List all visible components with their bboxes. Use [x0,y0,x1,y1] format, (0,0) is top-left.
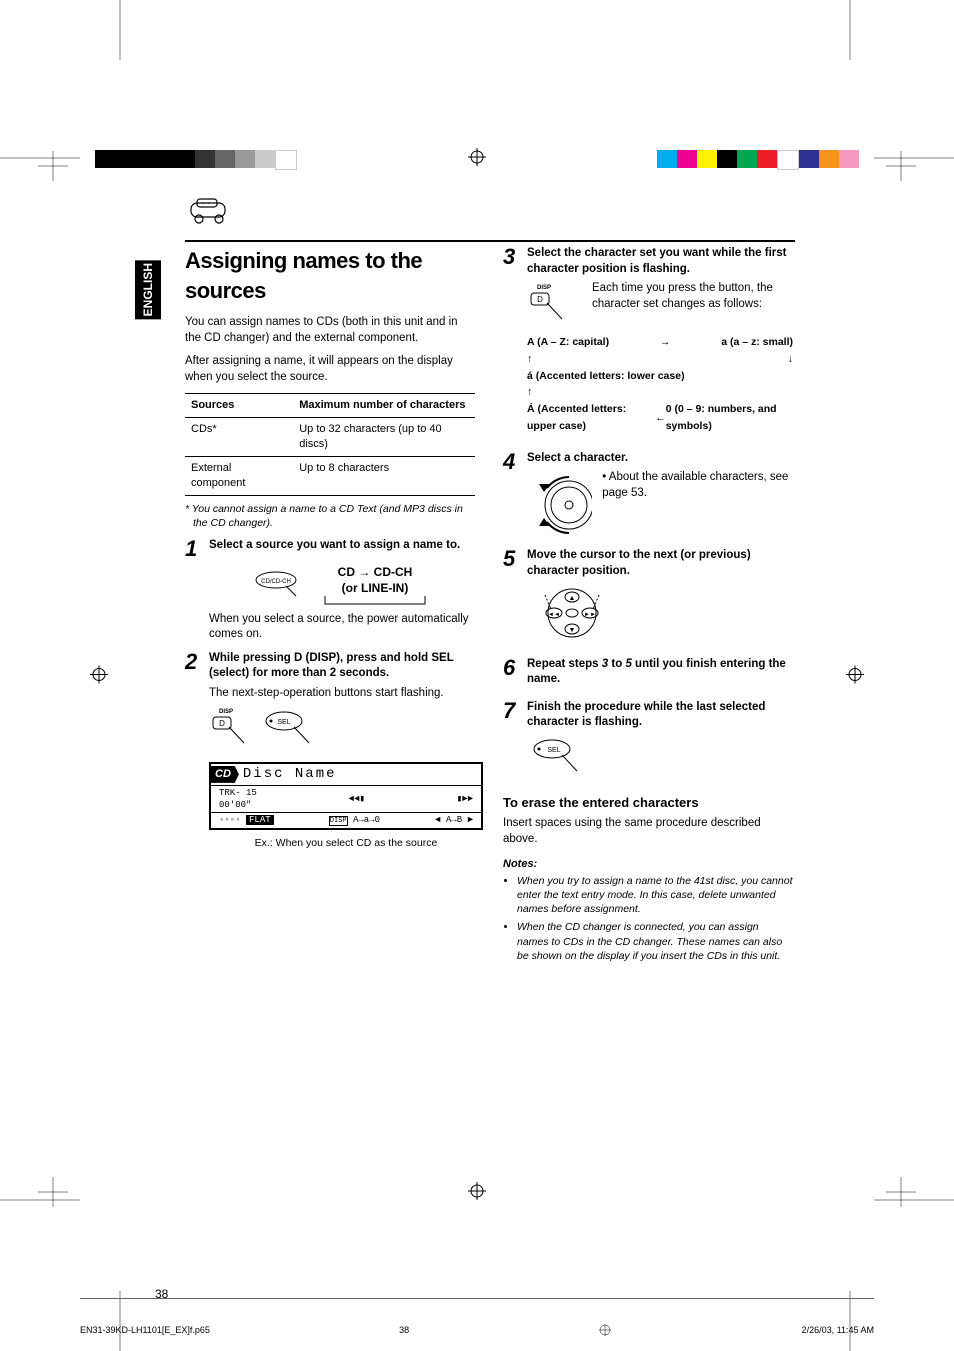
svg-text:DISP: DISP [219,709,233,715]
reg-mark-top [468,148,486,169]
step-5-num: 5 [503,548,519,649]
erase-body: Insert spaces using the same procedure d… [503,816,793,847]
step-7-title: Finish the procedure while the last sele… [527,700,793,731]
step-2-num: 2 [185,651,201,850]
step-1-num: 1 [185,538,201,643]
car-icon [185,195,795,235]
svg-text:►►: ►► [584,612,596,618]
reg-mark-bottom [468,1182,486,1203]
rotary-dial-icon [527,470,592,540]
step-3-title: Select the character set you want while … [527,246,793,277]
svg-text:SEL: SEL [277,719,290,726]
dpad-icon: ▲ ▼ ◄◄ ►► [527,583,617,643]
intro-p1: You can assign names to CDs (both in thi… [185,315,475,346]
step-6-title: Repeat steps 3 to 5 until you finish ent… [527,657,793,688]
step-5-title: Move the cursor to the next (or previous… [527,548,793,579]
svg-text:D: D [537,295,543,304]
svg-text:SEL: SEL [547,747,560,754]
svg-text:▲: ▲ [569,595,576,602]
notes-list: When you try to assign a name to the 41s… [503,874,793,963]
step-2-title: While pressing D (DISP), press and hold … [209,651,483,682]
step-6-num: 6 [503,657,519,692]
step-1-title: Select a source you want to assign a nam… [209,538,475,554]
step-3-side: Each time you press the button, the char… [592,281,793,326]
step-2-after: The next-step-operation buttons start fl… [209,686,483,702]
disp-sel-icons: DISP D SEL [209,705,483,756]
source-button-icon: CD/CD-CH [254,570,314,600]
step-3-num: 3 [503,246,519,443]
step-2-caption: Ex.: When you select CD as the source [209,836,483,850]
footer-file: EN31-39KD-LH1101[E_EX]f.p65 [80,1325,210,1335]
language-tab: ENGLISH [135,260,161,319]
intro-p2: After assigning a name, it will appears … [185,354,475,385]
step-1-after: When you select a source, the power auto… [209,612,475,643]
main-title: Assigning names to the sources [185,246,475,305]
sel-button-icon: SEL [527,735,597,775]
svg-text:◄◄: ◄◄ [548,612,560,618]
step-4-side: About the available characters, see page… [602,471,788,499]
footer: EN31-39KD-LH1101[E_EX]f.p65 38 2/26/03, … [80,1298,874,1337]
footer-page: 38 [399,1325,409,1335]
step-4-title: Select a character. [527,451,793,467]
color-bar-right [657,150,859,168]
reg-mark-left [90,665,108,686]
step-7-num: 7 [503,700,519,781]
disp-button-icon: DISP D [527,281,582,326]
svg-text:CD/CD-CH: CD/CD-CH [261,579,291,585]
sources-table: SourcesMaximum number of characters CDs*… [185,393,475,495]
svg-text:DISP: DISP [537,285,551,291]
lcd-display: CDDisc Name TRK- 1500'00" ◄◄▮ ▮►► ◦◦◦◦ F… [209,762,483,830]
table-footnote: * You cannot assign a name to a CD Text … [185,502,475,530]
svg-text:▼: ▼ [569,627,576,634]
color-bar-left [95,150,297,168]
footer-date: 2/26/03, 11:45 AM [802,1325,874,1335]
erase-heading: To erase the entered characters [503,794,793,812]
svg-text:D: D [219,719,225,728]
charset-cycle: A (A – Z: capital)→a (a – z: small) ↑↓ á… [527,334,793,435]
notes-heading: Notes: [503,857,793,872]
step-4-num: 4 [503,451,519,541]
reg-mark-right [846,665,864,686]
